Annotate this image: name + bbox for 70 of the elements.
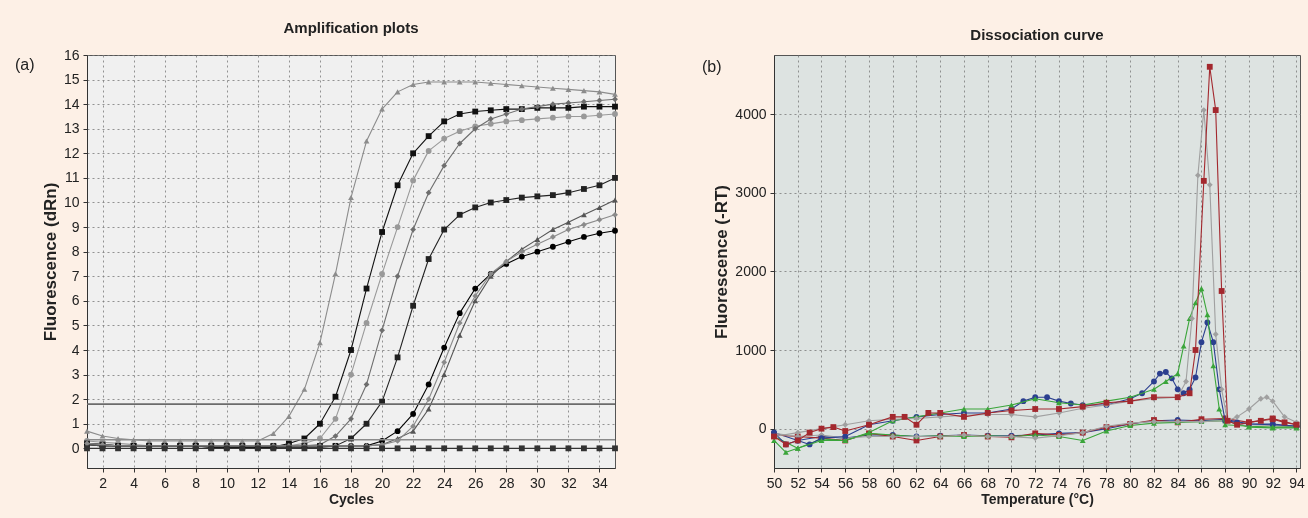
x-tick-label: 66 [956, 474, 973, 491]
y-tick-label: 12 [63, 144, 80, 161]
x-tick-label: 88 [1217, 474, 1234, 491]
y-tick-label: 2 [71, 390, 80, 407]
y-tick-label: 4000 [735, 105, 767, 122]
x-tick-label: 70 [1004, 474, 1020, 491]
y-tick-label: 10 [63, 194, 80, 210]
y-axis-title: Fluorescence (-RT) [712, 185, 732, 339]
y-tick-label: 0 [758, 420, 767, 437]
y-tick-label: 13 [63, 120, 80, 137]
x-tick-label: 52 [790, 474, 807, 491]
y-tick-label: 4 [71, 341, 80, 358]
y-tick-label: 7 [71, 267, 80, 284]
x-tick-label: 28 [499, 474, 515, 491]
x-tick-label: 90 [1241, 474, 1258, 491]
y-tick-label: 8 [71, 243, 80, 260]
y-tick-label: 11 [64, 169, 80, 186]
x-tick-label: 56 [837, 474, 854, 491]
x-tick-label: 82 [1146, 474, 1163, 491]
text: (a) [15, 56, 35, 73]
x-tick-label: 64 [932, 474, 949, 491]
x-tick-label: 4 [130, 474, 139, 491]
chart-title: Dissociation curve [970, 26, 1104, 43]
y-tick-label: 14 [63, 95, 80, 112]
y-axis-title: Fluorescence (dRn) [40, 182, 60, 342]
y-tick-label: 6 [71, 292, 80, 309]
x-tick-label: 80 [1122, 474, 1139, 491]
x-tick-label: 12 [250, 474, 267, 491]
x-tick-label: 84 [1170, 474, 1187, 491]
x-axis-title: Temperature (°C) [981, 490, 1094, 507]
y-tick-label: 1000 [735, 341, 767, 358]
x-tick-label: 54 [814, 474, 830, 491]
x-tick-label: 78 [1099, 474, 1115, 491]
y-tick-label: 16 [63, 46, 80, 63]
x-tick-label: 94 [1289, 474, 1305, 491]
x-tick-label: 72 [1027, 474, 1044, 491]
x-tick-label: 30 [530, 474, 546, 491]
chart-title: Amplification plots [283, 19, 419, 36]
y-tick-label: 15 [63, 71, 80, 88]
x-tick-label: 6 [161, 474, 170, 491]
x-tick-label: 60 [885, 474, 902, 491]
y-tick-label: 2000 [735, 262, 767, 279]
x-tick-label: 74 [1051, 474, 1068, 491]
x-tick-label: 18 [343, 474, 360, 491]
x-tick-label: 50 [766, 474, 783, 491]
x-tick-label: 62 [909, 474, 925, 491]
x-tick-label: 8 [192, 474, 201, 491]
x-tick-label: 34 [592, 474, 608, 491]
x-tick-label: 86 [1194, 474, 1210, 491]
x-tick-label: 26 [467, 474, 484, 491]
x-tick-label: 10 [219, 474, 236, 491]
x-tick-label: 24 [436, 474, 453, 491]
x-tick-label: 76 [1075, 474, 1092, 491]
x-tick-label: 32 [561, 474, 577, 491]
x-tick-label: 2 [99, 474, 108, 491]
x-tick-label: 22 [405, 474, 422, 491]
y-tick-label: 9 [71, 218, 80, 235]
y-tick-label: 1 [71, 415, 80, 432]
x-axis-title: Cycles [328, 490, 375, 507]
y-tick-label: 0 [71, 439, 80, 456]
x-tick-label: 92 [1265, 474, 1282, 491]
y-tick-label: 3 [71, 366, 80, 383]
x-tick-label: 20 [374, 474, 391, 491]
x-tick-label: 14 [281, 474, 298, 491]
y-tick-label: 5 [71, 316, 80, 333]
x-tick-label: 68 [980, 474, 997, 491]
y-tick-label: 3000 [735, 184, 767, 201]
x-tick-label: 58 [861, 474, 878, 491]
x-tick-label: 16 [312, 474, 329, 491]
text: (b) [702, 58, 722, 75]
